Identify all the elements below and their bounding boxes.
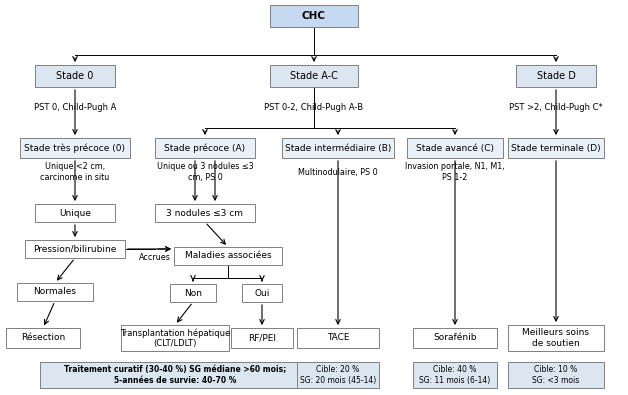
Text: Cible: 20 %
SG: 20 mois (45-14): Cible: 20 % SG: 20 mois (45-14): [300, 365, 376, 385]
Text: Meilleurs soins
de soutien: Meilleurs soins de soutien: [522, 328, 590, 348]
FancyBboxPatch shape: [297, 362, 379, 388]
FancyBboxPatch shape: [35, 65, 115, 87]
FancyBboxPatch shape: [231, 328, 293, 348]
Text: Unique: Unique: [59, 209, 91, 218]
Text: RF/PEI: RF/PEI: [248, 333, 276, 342]
FancyBboxPatch shape: [508, 325, 604, 351]
Text: Pression/bilirubine: Pression/bilirubine: [33, 245, 117, 254]
Text: 3 nodules ≤3 cm: 3 nodules ≤3 cm: [166, 209, 244, 218]
Text: Stade précoce (A): Stade précoce (A): [165, 143, 246, 153]
Text: Stade 0: Stade 0: [57, 71, 94, 81]
FancyBboxPatch shape: [121, 325, 229, 351]
Text: Maladies associées: Maladies associées: [185, 252, 271, 260]
FancyBboxPatch shape: [242, 284, 282, 302]
Text: Cible: 40 %
SG: 11 mois (6-14): Cible: 40 % SG: 11 mois (6-14): [420, 365, 490, 385]
FancyBboxPatch shape: [40, 362, 310, 388]
FancyBboxPatch shape: [413, 328, 497, 348]
Text: Unique <2 cm,
carcinome in situ: Unique <2 cm, carcinome in situ: [40, 162, 110, 182]
FancyBboxPatch shape: [25, 240, 125, 258]
Text: Unique ou 3 nodules ≤3
cm, PS 0: Unique ou 3 nodules ≤3 cm, PS 0: [157, 162, 253, 182]
FancyBboxPatch shape: [6, 328, 80, 348]
FancyBboxPatch shape: [270, 5, 358, 27]
Text: PST 0, Child-Pugh A: PST 0, Child-Pugh A: [34, 102, 116, 111]
Text: CHC: CHC: [302, 11, 326, 21]
Text: Stade A-C: Stade A-C: [290, 71, 338, 81]
Text: Multinodulaire, PS 0: Multinodulaire, PS 0: [298, 167, 378, 177]
FancyBboxPatch shape: [508, 362, 604, 388]
Text: Résection: Résection: [21, 333, 65, 342]
Text: Sorafénib: Sorafénib: [433, 333, 477, 342]
FancyBboxPatch shape: [17, 283, 93, 301]
Text: Non: Non: [184, 288, 202, 297]
Text: Stade avancé (C): Stade avancé (C): [416, 143, 494, 152]
Text: Traitement curatif (30-40 %) SG médiane >60 mois;
5-années de survie: 40-70 %: Traitement curatif (30-40 %) SG médiane …: [64, 365, 286, 385]
Text: Invasion portale, N1, M1,
PS 1-2: Invasion portale, N1, M1, PS 1-2: [405, 162, 505, 182]
Text: Accrues: Accrues: [139, 254, 171, 263]
FancyBboxPatch shape: [155, 138, 255, 158]
FancyBboxPatch shape: [516, 65, 596, 87]
Text: Normales: Normales: [33, 288, 77, 297]
Text: Transplantation hépatique
(CLT/LDLT): Transplantation hépatique (CLT/LDLT): [120, 328, 230, 348]
Text: Oui: Oui: [254, 288, 269, 297]
FancyBboxPatch shape: [20, 138, 130, 158]
FancyBboxPatch shape: [407, 138, 503, 158]
Text: PST >2, Child-Pugh C*: PST >2, Child-Pugh C*: [509, 102, 603, 111]
FancyBboxPatch shape: [282, 138, 394, 158]
FancyBboxPatch shape: [270, 65, 358, 87]
FancyBboxPatch shape: [297, 328, 379, 348]
Text: Stade D: Stade D: [536, 71, 575, 81]
FancyBboxPatch shape: [413, 362, 497, 388]
FancyBboxPatch shape: [155, 204, 255, 222]
Text: PST 0-2, Child-Pugh A-B: PST 0-2, Child-Pugh A-B: [264, 102, 364, 111]
FancyBboxPatch shape: [35, 204, 115, 222]
Text: Stade intermédiaire (B): Stade intermédiaire (B): [285, 143, 391, 152]
FancyBboxPatch shape: [170, 284, 216, 302]
Text: Stade terminale (D): Stade terminale (D): [511, 143, 601, 152]
FancyBboxPatch shape: [174, 247, 282, 265]
FancyBboxPatch shape: [508, 138, 604, 158]
Text: Stade très précoce (0): Stade très précoce (0): [24, 143, 126, 153]
Text: Cible: 10 %
SG: <3 mois: Cible: 10 % SG: <3 mois: [533, 365, 580, 385]
Text: TACE: TACE: [327, 333, 349, 342]
